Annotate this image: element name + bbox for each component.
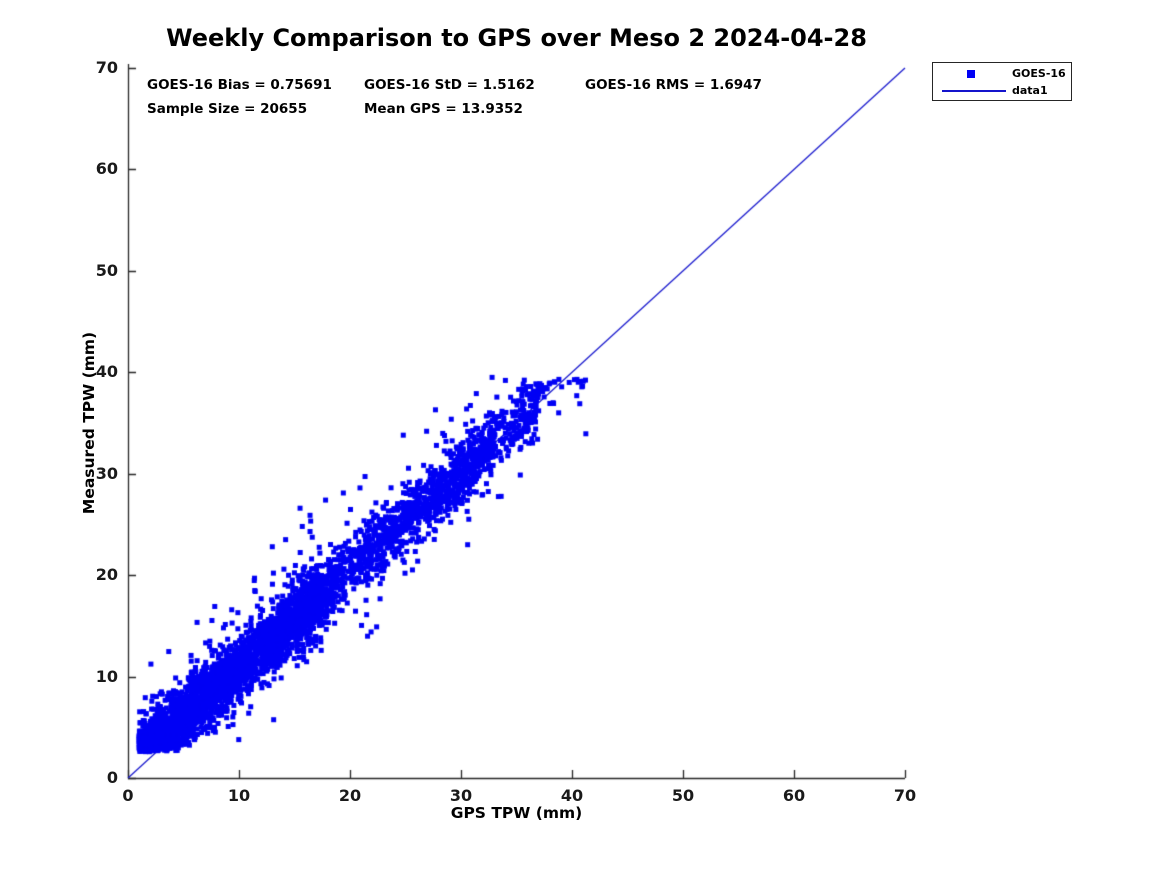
- y-tick-label: 40: [95, 362, 118, 382]
- legend: GOES-16 data1: [932, 62, 1072, 101]
- x-tick-label: 50: [671, 786, 695, 805]
- legend-entry-data1: data1: [933, 82, 1071, 101]
- x-tick-label: 0: [122, 786, 134, 805]
- y-tick-label: 30: [95, 463, 118, 483]
- y-tick-label: 50: [95, 260, 118, 280]
- x-tick-label: 20: [338, 786, 362, 805]
- legend-line-label: data1: [1012, 84, 1048, 97]
- stat-rms: GOES-16 RMS = 1.6947: [585, 77, 762, 93]
- x-axis-label: GPS TPW (mm): [450, 804, 583, 822]
- stat-bias: GOES-16 Bias = 0.75691: [147, 77, 332, 93]
- y-tick-label: 70: [95, 58, 118, 77]
- stat-mean-gps: Mean GPS = 13.9352: [364, 101, 523, 117]
- legend-line-icon: [942, 90, 1006, 92]
- y-tick-label: 60: [95, 159, 118, 179]
- x-tick-label: 40: [560, 786, 584, 805]
- legend-marker-label: GOES-16: [1012, 67, 1066, 80]
- x-tick-label: 30: [449, 786, 473, 805]
- chart-title: Weekly Comparison to GPS over Meso 2 202…: [166, 24, 867, 52]
- stat-std: GOES-16 StD = 1.5162: [364, 77, 535, 93]
- y-tick-label: 0: [106, 768, 118, 787]
- stat-sample-size: Sample Size = 20655: [147, 101, 308, 117]
- x-tick-label: 70: [893, 786, 917, 805]
- y-tick-label: 10: [95, 666, 118, 686]
- y-tick-label: 20: [95, 565, 118, 585]
- y-axis-label: Measured TPW (mm): [80, 331, 98, 515]
- legend-square-marker-icon: [967, 70, 975, 78]
- x-tick-label: 60: [782, 786, 806, 805]
- legend-entry-goes16: GOES-16: [933, 65, 1071, 84]
- x-tick-label: 10: [227, 786, 251, 805]
